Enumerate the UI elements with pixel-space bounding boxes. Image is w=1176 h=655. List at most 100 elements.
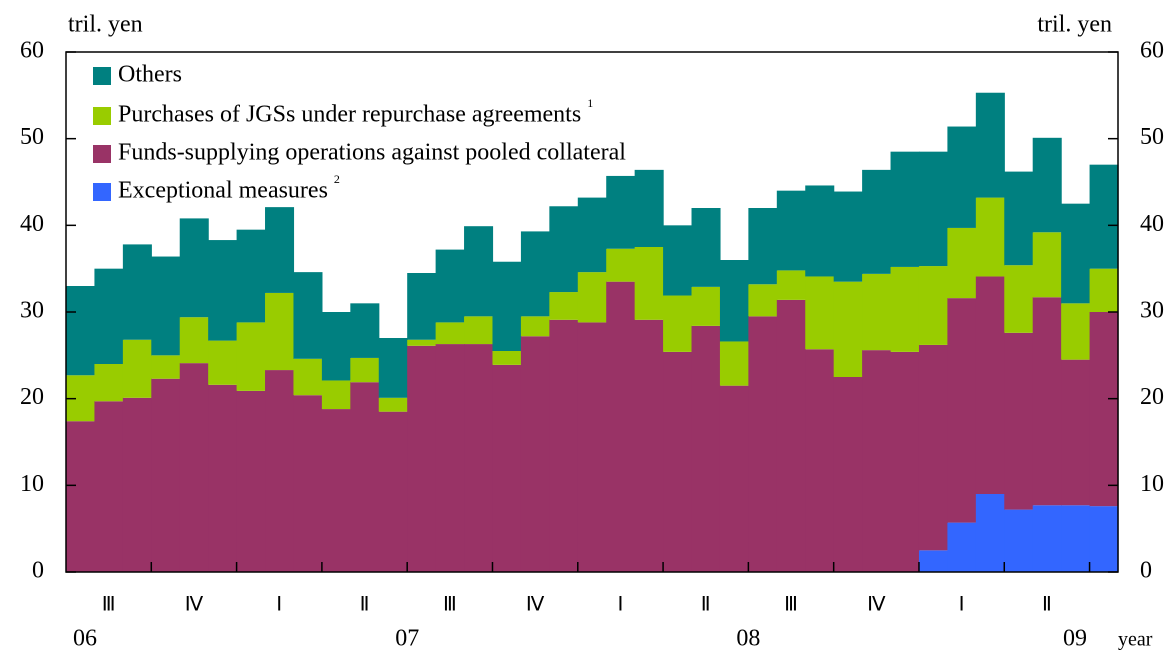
bar-segment (890, 151, 920, 267)
bar-segment (321, 409, 351, 572)
bar-segment (236, 322, 266, 391)
bar-segment (179, 317, 209, 364)
legend-label: Others (118, 62, 182, 88)
bar-segment (464, 316, 494, 345)
bar-segment (66, 421, 96, 572)
bar-segment (918, 266, 949, 345)
bar-segment (435, 249, 465, 323)
bar-segment (1004, 265, 1034, 333)
bar-segment (691, 208, 721, 287)
bar-segment (179, 363, 209, 572)
y-tick-label: 50 (20, 124, 44, 150)
bar-segment (350, 382, 380, 572)
bar-segment (634, 169, 664, 247)
y2-tick-label: 40 (1140, 211, 1164, 237)
y-tick-label: 40 (20, 211, 44, 237)
bar-segment (378, 411, 408, 572)
bar-segment (520, 316, 550, 337)
bar-segment (122, 339, 152, 398)
bar-segment (1032, 297, 1062, 506)
bar-segment (577, 322, 607, 572)
y2-tick-label: 60 (1140, 38, 1164, 64)
bar-segment (236, 390, 266, 572)
year-label: 06 (73, 626, 97, 652)
quarter-label: Ⅲ (443, 594, 457, 616)
bar-segment (862, 350, 892, 572)
bar-segment (577, 197, 607, 273)
y-tick-label: 20 (20, 384, 44, 410)
quarter-label: Ⅰ (959, 594, 965, 616)
bar-segment (748, 208, 778, 285)
bar-segment (66, 286, 96, 376)
legend-label: Purchases of JGSs under repurchase agree… (118, 102, 581, 128)
bar-segment (719, 260, 749, 342)
bar-segment (208, 384, 238, 572)
y2-tick-label: 30 (1140, 298, 1164, 324)
bar-segment (805, 185, 835, 277)
bar-segment (407, 345, 437, 572)
legend-swatch (93, 145, 111, 163)
bar-segment (321, 312, 351, 381)
bar-segment (1032, 232, 1062, 298)
quarter-label: Ⅲ (102, 594, 116, 616)
bar-segment (265, 370, 295, 572)
x-unit: year (1118, 629, 1153, 651)
bar-segment (407, 273, 437, 340)
y-tick-label: 60 (20, 38, 44, 64)
bar-segment (918, 550, 949, 572)
legend-note: 1 (587, 96, 593, 110)
bar-segment (1032, 505, 1062, 572)
bar-segment (606, 281, 636, 572)
bar-segment (1061, 203, 1091, 304)
bar-segment (492, 364, 522, 572)
bar-segment (975, 92, 1005, 198)
bar-segment (1032, 137, 1062, 233)
bar-segment (464, 344, 494, 572)
y2-tick-label: 50 (1140, 124, 1164, 150)
year-label: 07 (395, 626, 419, 652)
quarter-label: Ⅰ (617, 594, 623, 616)
bar-segment (634, 247, 664, 320)
bar-segment (293, 272, 323, 359)
legend-note: 2 (334, 172, 340, 186)
y-unit-right: tril. yen (1037, 12, 1112, 38)
bar-segment (833, 191, 863, 282)
legend-label: Exceptional measures (118, 178, 328, 204)
y-unit-left: tril. yen (68, 12, 143, 38)
quarter-label: Ⅲ (784, 594, 798, 616)
bar-segment (862, 169, 892, 274)
bar-segment (947, 522, 977, 572)
bar-segment (776, 190, 806, 271)
bar-segment (975, 494, 1005, 572)
year-label: 09 (1063, 626, 1087, 652)
bar-segment (1004, 171, 1034, 266)
bar-segment (1004, 332, 1034, 510)
bar-segment (947, 126, 977, 228)
legend-swatch (93, 183, 111, 201)
bar-segment (151, 378, 181, 572)
bar-segment (975, 276, 1005, 494)
y-tick-label: 10 (20, 471, 44, 497)
bar-segment (748, 316, 778, 572)
y2-tick-label: 0 (1140, 558, 1152, 584)
bar-segment (265, 207, 295, 293)
bar-segment (94, 364, 124, 402)
bar-segment (94, 268, 124, 364)
quarter-label: Ⅰ (276, 594, 282, 616)
bar-segment (151, 355, 181, 379)
bar-segment (862, 273, 892, 351)
bar-segment (151, 256, 181, 356)
bar-segment (691, 325, 721, 572)
y2-tick-label: 10 (1140, 471, 1164, 497)
bar-segment (464, 226, 494, 317)
y-tick-label: 30 (20, 298, 44, 324)
bar-segment (663, 295, 693, 352)
bar-segment (975, 197, 1005, 277)
bar-segment (407, 339, 437, 346)
bar-segment (350, 303, 380, 358)
bar-segment (208, 340, 238, 385)
bar-segment (549, 292, 579, 320)
quarter-label: Ⅱ (360, 594, 370, 616)
bar-segment (122, 244, 152, 340)
